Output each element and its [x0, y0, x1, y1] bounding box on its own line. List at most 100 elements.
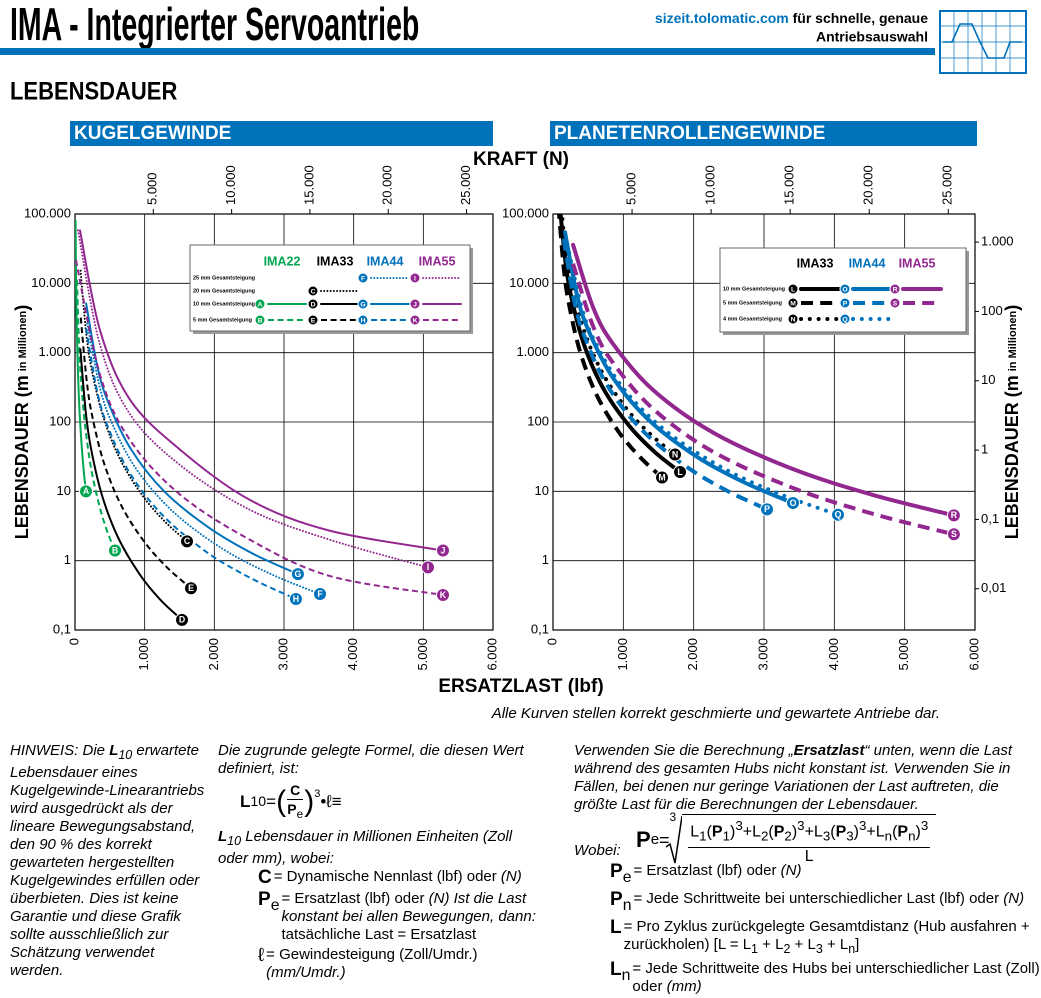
text-run: ]: [855, 935, 860, 953]
text-run: Pe: [287, 800, 303, 824]
curve-marker-label: C: [184, 536, 191, 546]
curve-marker: [409, 298, 421, 310]
axis-label-part: ): [1002, 305, 1022, 311]
legend-model: IMA44: [849, 256, 886, 270]
curve-marker: [180, 534, 195, 549]
y-tick-label: 100.000: [24, 205, 71, 220]
curve: [79, 317, 192, 590]
charts-page: IMA - Integrierter Servoantrieb sizeit.t…: [0, 0, 1027, 722]
x-tick-label: 0: [544, 638, 559, 645]
y-tick-label: 1: [542, 552, 549, 567]
x2-tick-label: 10.000: [703, 165, 718, 205]
title-bar: [550, 121, 977, 146]
curve-marker: [409, 272, 421, 284]
curve-marker-label: B: [112, 545, 118, 555]
curve-marker: [668, 447, 683, 462]
curve-marker: [107, 543, 122, 558]
legend-row-label: 4 mm Gesamtsteigung: [723, 316, 782, 322]
text-run: = Dynamische Nennlast (lbf) oder: [273, 868, 501, 885]
curve-marker-label: M: [790, 300, 796, 307]
text-run: 1: [722, 828, 730, 844]
legend-model: IMA33: [317, 254, 354, 268]
definition: L = Pro Zyklus zurückgelegte Gesamtdistan…: [610, 917, 1040, 958]
wobei: Wobei:: [574, 842, 621, 859]
curve-marker-label: D: [311, 301, 316, 308]
text-run: L: [240, 792, 251, 812]
text-run: [943, 23, 1022, 59]
text-run: (N): [1003, 889, 1025, 907]
text-run: n: [908, 828, 916, 844]
curve-marker-label: P: [843, 300, 848, 307]
text-run: 2: [783, 941, 791, 956]
curve-marker-label: G: [295, 569, 302, 579]
text-run: ℓ: [258, 945, 265, 966]
curve-marker: [307, 285, 319, 297]
curve: [561, 238, 768, 512]
curve-marker: [357, 272, 369, 284]
legend-model: IMA33: [797, 256, 834, 270]
text-run: (: [892, 823, 898, 841]
y-tick-label: 10.000: [31, 275, 71, 290]
curve-marker-label: Q: [835, 510, 842, 520]
text-run: + L: [758, 935, 784, 953]
text-run: 2: [784, 828, 792, 844]
x2-tick-label: 15.000: [301, 165, 316, 205]
definition: Pe = Ersatzlast (lbf) oder (N): [610, 862, 1040, 888]
text-run: ≡: [331, 792, 342, 812]
y-tick-label: 10: [57, 483, 71, 498]
curve-marker: [307, 314, 319, 326]
text-run: 10: [118, 748, 133, 762]
curve-marker-label: A: [258, 301, 263, 308]
text-run: Ersatzlast: [793, 742, 865, 759]
text-run: = Ersatzlast (lbf) oder: [633, 862, 781, 879]
curve-marker: [760, 502, 775, 517]
symbol: Ln: [610, 959, 632, 986]
text-run: 10: [250, 794, 267, 811]
x2-tick-label: 15.000: [782, 165, 797, 205]
curve-marker-label: B: [258, 317, 263, 324]
axis-label: LEBENSDAUER (m in Millionen): [12, 305, 32, 540]
curve-marker: [787, 297, 799, 309]
bottom-axis-label: ERSATZLAST (lbf): [438, 676, 603, 697]
text-run: =: [266, 792, 277, 812]
text-run: n: [848, 941, 856, 956]
y2-tick-label: 0,1: [981, 511, 999, 526]
text-run: 2: [760, 828, 769, 844]
chart: KUGELGEWINDE 0,1 1 10 100 1.000 10.000 100.000 0…: [12, 121, 499, 671]
text-run: 3: [846, 828, 854, 844]
y-tick-label: 0,1: [531, 621, 549, 636]
curve-marker-label: C: [311, 288, 316, 295]
axis-label: LEBENSDAUER (m in Millionen): [1002, 305, 1022, 540]
symbol: Pn: [610, 889, 634, 916]
definitions: C = Dynamische Nennlast (lbf) oder (N) Pe…: [258, 868, 553, 984]
curve-marker-label: R: [893, 286, 898, 293]
text-run: (: [830, 823, 836, 841]
symbol: ℓ: [258, 946, 266, 966]
curve-marker-label: M: [658, 472, 665, 482]
curve: [559, 214, 678, 457]
curve-marker-label: O: [842, 286, 847, 293]
section-title: LEBENSDAUER: [10, 77, 177, 105]
curve-marker-label: P: [764, 504, 770, 514]
curve: [85, 328, 297, 600]
curves: [75, 219, 444, 621]
curve-marker: [288, 591, 303, 606]
text-run: =: [659, 829, 670, 850]
curve-marker-label: F: [361, 275, 365, 282]
text-run: HINWEIS: Die: [10, 742, 110, 759]
definition: ℓ = Gewindesteigung (Zoll/Umdr.) (mm/Umd…: [258, 946, 553, 982]
x-tick-label: 2.000: [206, 638, 221, 671]
formula: L 10 = (C Pe) 3 • ℓ ≡: [240, 781, 342, 824]
y2-tick-label: 10: [981, 372, 995, 387]
text-run: e: [650, 830, 660, 848]
text-run: = Gewindesteigung (Zoll/Umdr.): [266, 946, 478, 963]
x-tick-label: 2.000: [685, 638, 700, 671]
axis-label-part: in Millionen: [1007, 310, 1019, 371]
footnote: Alle Kurven stellen korrekt geschmierte …: [491, 705, 940, 722]
curve-marker-label: L: [677, 467, 683, 477]
y-tick-label: 0,1: [53, 621, 71, 636]
curve-marker: [946, 527, 961, 542]
text-run: + L: [790, 935, 816, 953]
curve-marker-label: H: [361, 317, 366, 324]
legend-model: IMA55: [899, 256, 936, 270]
